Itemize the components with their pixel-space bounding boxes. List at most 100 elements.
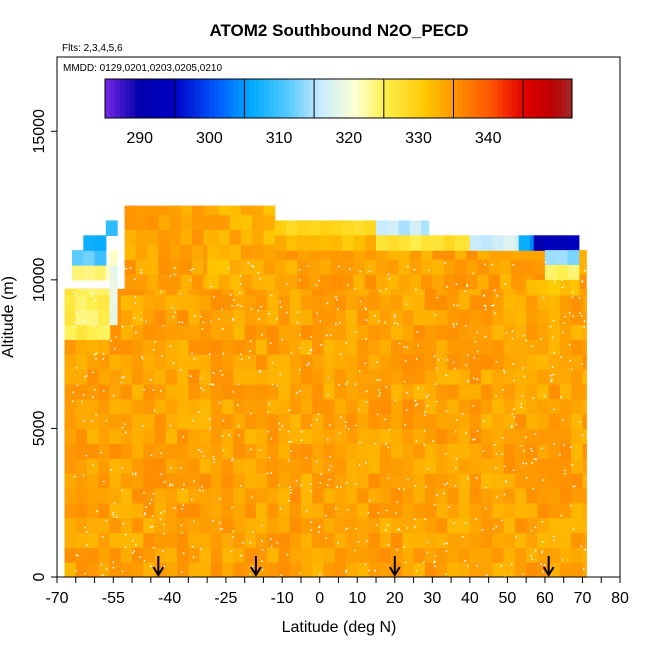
sample-dot xyxy=(149,526,152,529)
heatmap-cell xyxy=(492,369,505,385)
sample-dot xyxy=(513,379,515,382)
heatmap-cell xyxy=(289,473,302,489)
sample-dot xyxy=(415,570,418,572)
sample-dot xyxy=(252,265,255,268)
heatmap-cell xyxy=(278,413,291,430)
heatmap-cell xyxy=(364,250,377,260)
heatmap-cell xyxy=(132,487,144,504)
colorbar-segment xyxy=(427,79,434,118)
heatmap-cell xyxy=(210,473,223,489)
heatmap-cell xyxy=(492,473,505,489)
y-tick-label: 15000 xyxy=(31,109,48,154)
heatmap-cell xyxy=(357,324,370,340)
heatmap-cell xyxy=(154,458,167,474)
sample-dot xyxy=(425,396,428,399)
heatmap-cell xyxy=(312,487,325,504)
heatmap-cell xyxy=(526,502,539,519)
heatmap-cell xyxy=(286,235,298,251)
sample-dot xyxy=(181,488,184,490)
heatmap-cell xyxy=(353,235,366,251)
heatmap-cell xyxy=(436,502,448,519)
heatmap-cell xyxy=(458,398,471,415)
heatmap-cell xyxy=(424,487,437,504)
sample-dot xyxy=(573,485,576,488)
sample-dot xyxy=(276,318,278,320)
heatmap-cell xyxy=(319,250,332,260)
heatmap-cell xyxy=(120,502,133,519)
sample-dot xyxy=(553,280,556,283)
heatmap-cell xyxy=(252,259,265,275)
heatmap-cell xyxy=(222,487,234,504)
colorbar-tick-label: 320 xyxy=(335,130,362,147)
sample-dot xyxy=(366,540,368,542)
sample-dot xyxy=(405,408,408,411)
heatmap-cell xyxy=(64,288,77,296)
sample-dot xyxy=(329,455,332,458)
down-arrow-icon xyxy=(388,556,401,577)
sample-dot xyxy=(121,467,124,470)
heatmap-cell xyxy=(218,244,231,260)
colorbar-segment xyxy=(348,79,354,118)
sample-dot xyxy=(134,278,136,281)
heatmap-cell xyxy=(169,229,182,245)
sample-dot xyxy=(192,268,195,270)
sample-dot xyxy=(150,378,153,381)
heatmap-cell xyxy=(222,443,234,459)
heatmap-cell xyxy=(503,235,516,251)
heatmap-cell xyxy=(210,288,223,296)
sample-dot xyxy=(231,459,233,462)
sample-dot xyxy=(211,383,214,385)
sample-dot xyxy=(72,391,74,394)
heatmap-cell xyxy=(98,428,111,444)
sample-dot xyxy=(180,571,183,574)
heatmap-cell xyxy=(402,398,415,415)
sample-dot xyxy=(402,488,405,491)
sample-dot xyxy=(250,308,253,310)
heatmap-cell xyxy=(64,547,77,563)
heatmap-cell xyxy=(143,324,156,340)
sample-dot xyxy=(113,502,116,505)
sample-dot xyxy=(338,383,341,386)
heatmap-cell xyxy=(458,562,471,578)
down-arrow-icon xyxy=(250,556,262,577)
sample-dot xyxy=(572,315,574,318)
heatmap-cell xyxy=(75,369,88,385)
sample-dot xyxy=(455,283,458,286)
sample-dot xyxy=(344,571,347,574)
heatmap-cell xyxy=(222,502,234,519)
sample-dot xyxy=(192,419,195,422)
heatmap-cell xyxy=(477,259,490,275)
heatmap-cell xyxy=(192,214,204,230)
heatmap-cell xyxy=(267,458,280,474)
heatmap-cell xyxy=(492,458,505,474)
colorbar-segment xyxy=(110,79,116,118)
heatmap-cell xyxy=(143,398,156,415)
heatmap-cell xyxy=(109,487,122,504)
sample-dot xyxy=(568,343,571,346)
heatmap-cell xyxy=(548,487,561,504)
sample-dot xyxy=(110,468,112,471)
x-tick-label: -10 xyxy=(271,590,294,607)
heatmap-cell xyxy=(514,547,527,563)
sample-dot xyxy=(84,375,86,378)
sample-dot xyxy=(179,467,182,469)
heatmap-cell xyxy=(522,250,535,260)
heatmap-cell xyxy=(334,532,347,548)
sample-dot xyxy=(443,492,445,495)
heatmap-cell xyxy=(222,428,234,444)
heatmap-cell xyxy=(571,502,584,519)
sample-dot xyxy=(218,498,221,500)
heatmap-cell xyxy=(533,235,546,251)
heatmap-cell xyxy=(199,487,212,504)
heatmap-cell xyxy=(199,354,212,370)
sample-dot xyxy=(152,546,155,549)
sample-dot xyxy=(261,560,263,563)
heatmap-cell xyxy=(158,205,171,216)
sample-dot xyxy=(133,550,135,553)
sample-dot xyxy=(141,355,144,358)
heatmap-cell xyxy=(559,339,572,355)
heatmap-cell xyxy=(109,250,118,266)
heatmap-cell xyxy=(582,413,587,430)
heatmap-cell xyxy=(94,265,107,281)
y-tick-label: 10000 xyxy=(31,258,48,303)
